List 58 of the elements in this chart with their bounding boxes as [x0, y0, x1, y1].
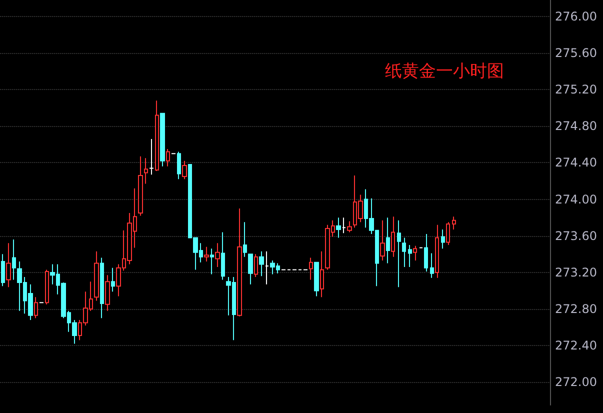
candlestick: [408, 244, 412, 268]
candlestick: [34, 296, 38, 319]
candlestick: [441, 228, 445, 250]
candlestick: [430, 252, 434, 278]
candlestick: [6, 242, 11, 288]
y-tick-label: 272.40: [555, 338, 597, 353]
candlestick: [177, 151, 181, 180]
candlestick: [347, 220, 352, 233]
candlestick: [309, 257, 313, 280]
candlestick: [265, 250, 269, 285]
candlestick: [237, 208, 242, 317]
y-tick-label: 275.60: [555, 46, 597, 60]
candlestick: [402, 237, 406, 268]
candlestick: [182, 160, 187, 180]
candlestick: [314, 262, 319, 297]
candlestick: [111, 267, 115, 292]
candlestick: [446, 222, 450, 246]
candlestick: [248, 254, 253, 285]
y-tick-label: 275.20: [555, 82, 597, 97]
candlestick: [149, 138, 154, 176]
candlestick: [243, 222, 247, 258]
candlestick: [435, 224, 439, 278]
candlestick: [336, 217, 341, 238]
y-tick-label: 274.40: [555, 156, 597, 170]
y-tick-label: 272.80: [555, 302, 597, 316]
y-tick-label: 273.20: [555, 265, 597, 280]
candlestick: [105, 274, 110, 312]
candlestick: [391, 216, 395, 258]
candlestick: [221, 232, 225, 280]
candlestick: [259, 250, 264, 277]
candlestick: [1, 254, 5, 287]
candlestick: [138, 156, 143, 216]
candlestick: [210, 248, 214, 275]
candlestick: [155, 100, 159, 172]
candlestick: [160, 112, 165, 167]
y-tick-label: 272.00: [555, 375, 597, 390]
candlestick: [100, 257, 104, 319]
candlestick: [342, 217, 346, 234]
y-tick-label: 274.80: [555, 119, 597, 134]
candlestick: [12, 239, 16, 280]
candlestick: [166, 148, 170, 167]
candlestick: [320, 250, 324, 298]
candlestick: [413, 245, 417, 262]
candlestick: [380, 220, 385, 262]
candlestick: [424, 234, 428, 272]
text: 纸黄金一小时图: [385, 62, 504, 82]
y-tick-label: 274.00: [555, 192, 597, 206]
candlestick: [397, 220, 401, 288]
candlestick: [94, 250, 99, 302]
candlestick: [204, 246, 209, 262]
y-tick-label: 273.60: [555, 228, 597, 243]
candlestick: [45, 269, 49, 305]
candlestick: [386, 217, 390, 264]
y-tick-label: 276.00: [555, 9, 597, 24]
candlestick: [215, 242, 220, 268]
candlestick: [144, 158, 148, 184]
candlestick: [254, 254, 258, 278]
candlestick: [452, 216, 456, 230]
